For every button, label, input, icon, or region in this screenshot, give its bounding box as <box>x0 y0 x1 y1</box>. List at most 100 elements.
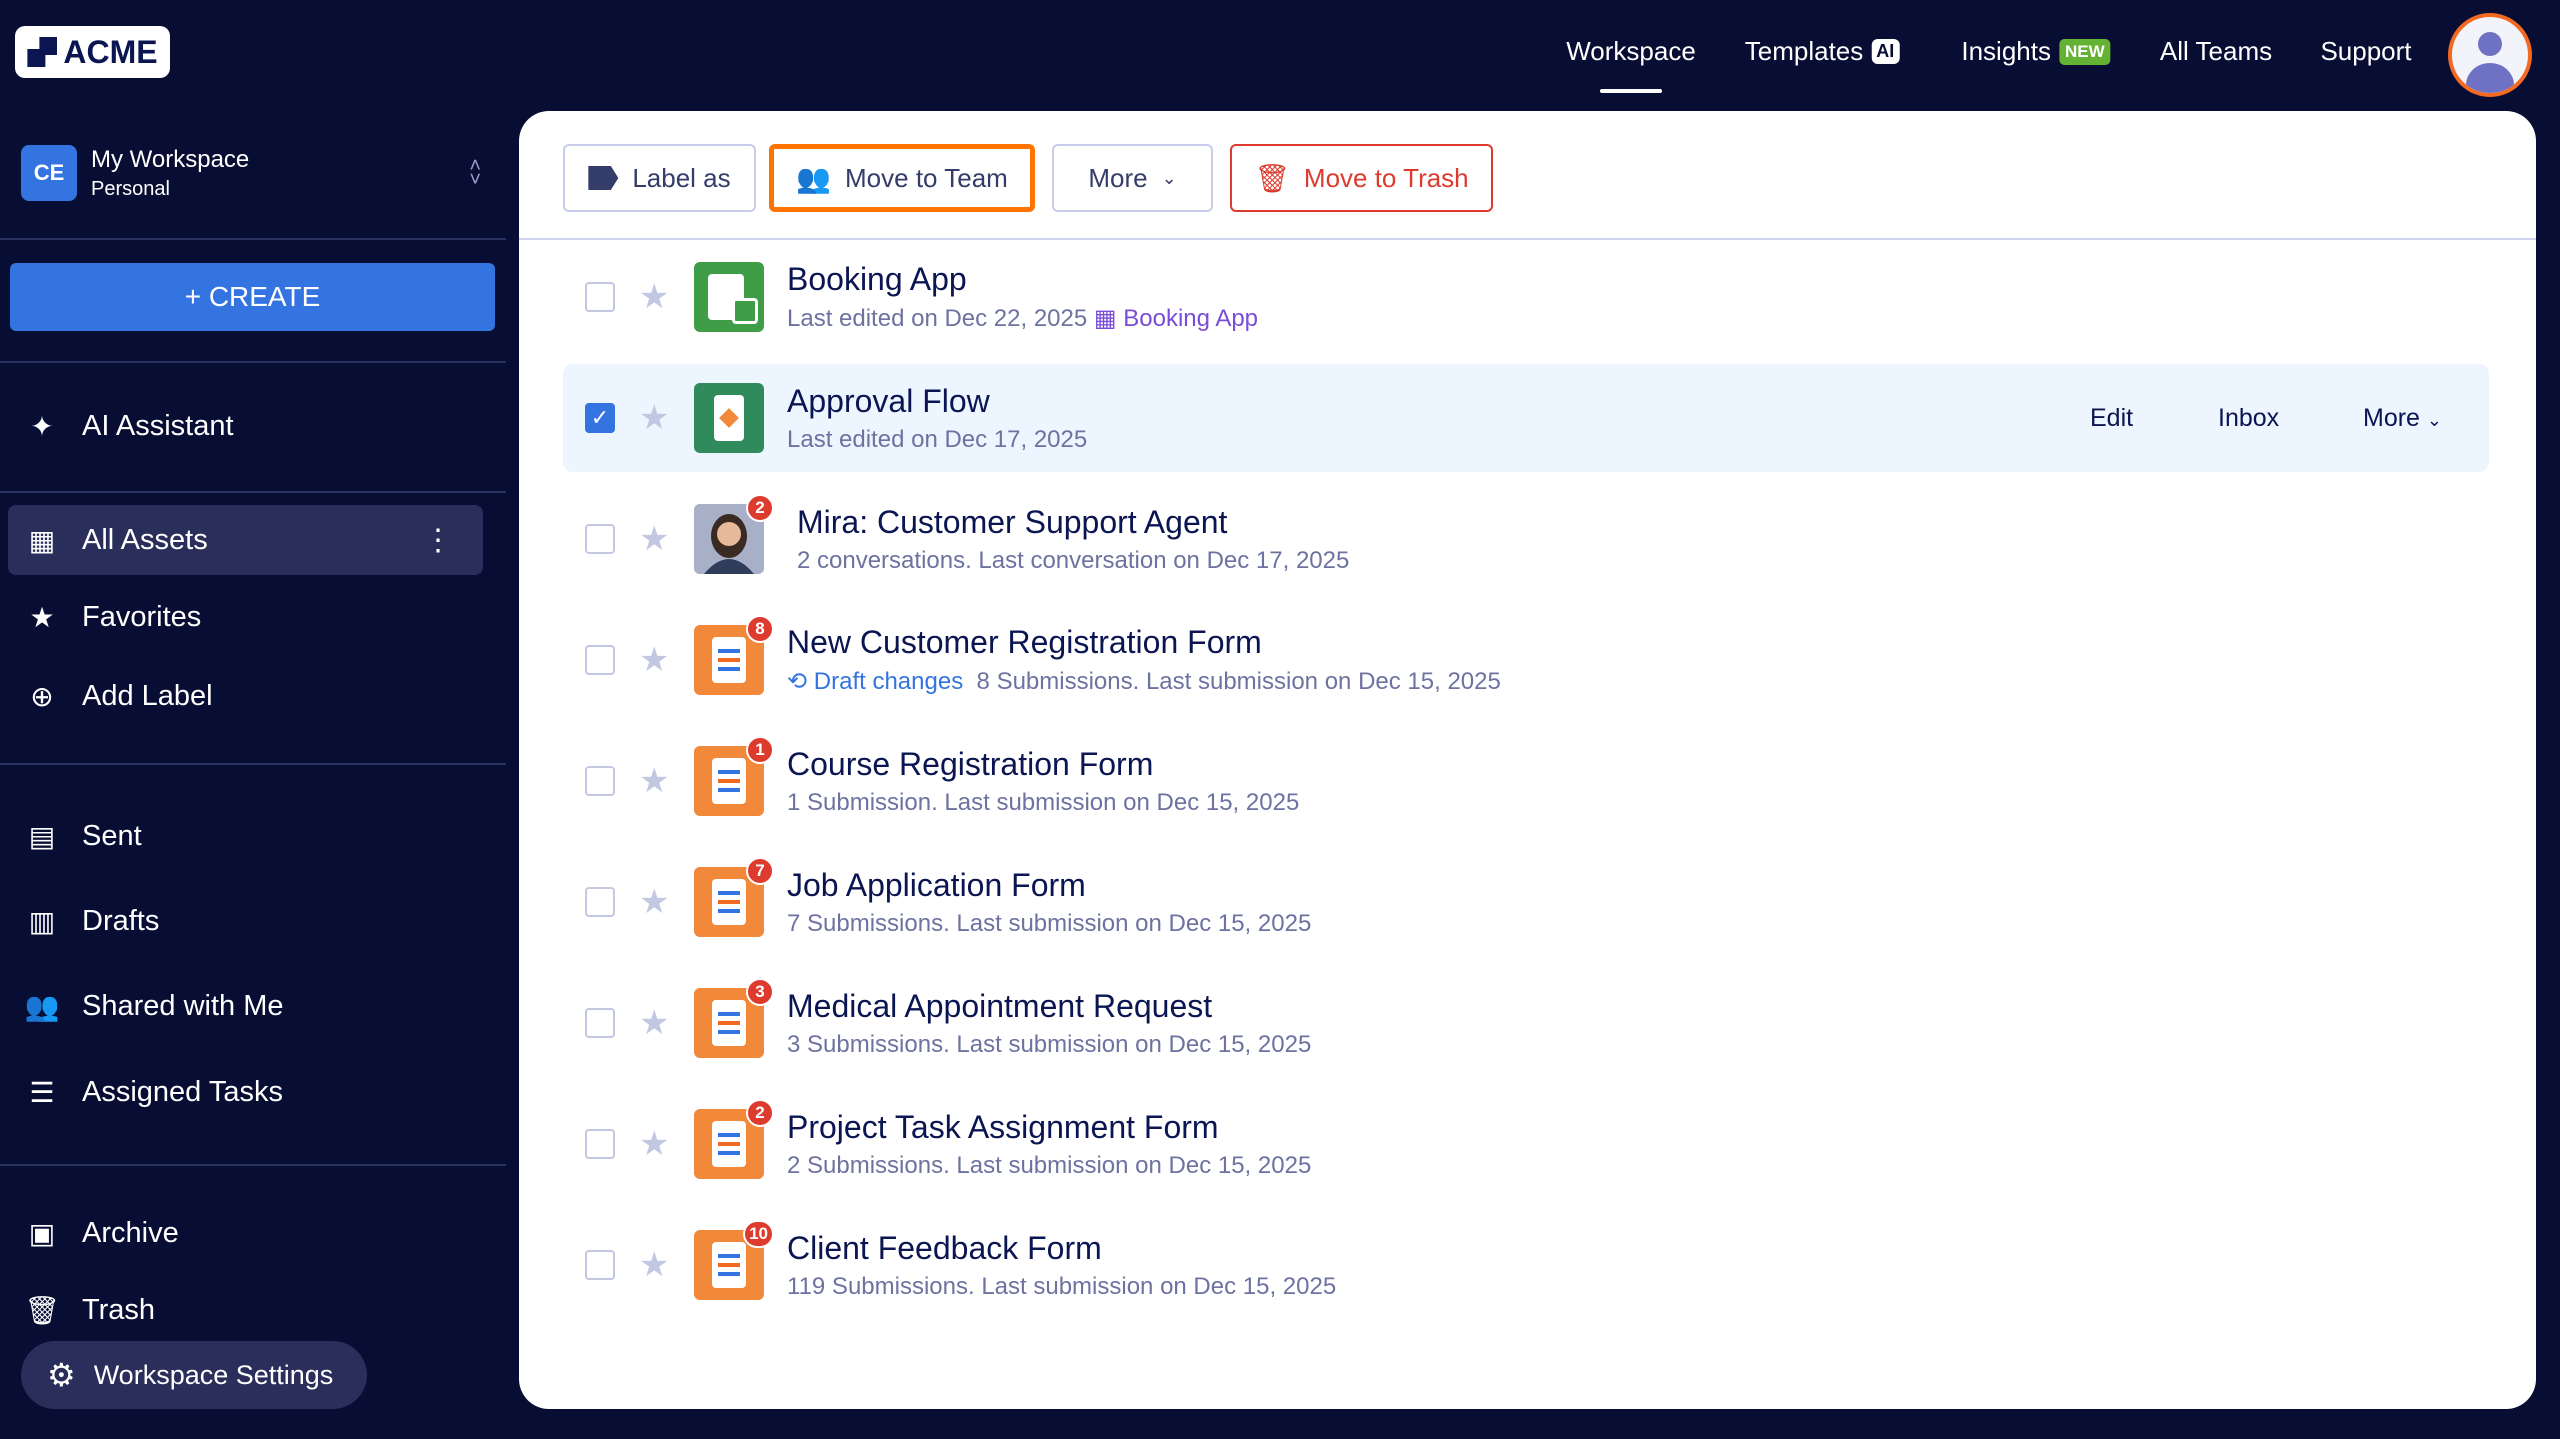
toolbar-divider <box>519 238 2536 240</box>
sidebar-item-ai-assistant[interactable]: ✦ AI Assistant <box>8 391 483 461</box>
plus-circle-icon: ⊕ <box>30 680 54 712</box>
list-icon: ☰ <box>29 1076 55 1108</box>
asset-title[interactable]: Medical Appointment Request <box>787 987 1213 1024</box>
workspace-name: My Workspace <box>91 145 250 173</box>
nav-templates[interactable]: Templates AI <box>1745 36 1900 67</box>
row-checkbox[interactable] <box>585 524 615 554</box>
acme-logo[interactable]: ACME <box>15 26 170 78</box>
edit-button[interactable]: Edit <box>2090 403 2134 432</box>
star-icon[interactable]: ★ <box>639 641 670 679</box>
sidebar-item-shared[interactable]: 👥 Shared with Me <box>24 989 284 1022</box>
star-icon[interactable]: ★ <box>639 520 670 558</box>
nav-all-teams[interactable]: All Teams <box>2159 36 2273 66</box>
archive-icon: ▣ <box>28 1217 56 1249</box>
asset-row[interactable]: ✓ ★ Approval Flow Last edited on Dec 17, … <box>563 364 2489 472</box>
asset-subtitle: 1 Submission. Last submission on Dec 15,… <box>787 788 1300 816</box>
label-icon <box>588 166 619 190</box>
row-checkbox[interactable] <box>585 282 615 312</box>
move-to-trash-button[interactable]: 🗑 Move to Trash <box>1230 144 1493 212</box>
message-icon: ▤ <box>28 820 56 852</box>
new-badge: NEW <box>2058 38 2111 65</box>
divider <box>0 491 506 493</box>
row-checkbox[interactable] <box>585 645 615 675</box>
asset-subtitle: 2 conversations. Last conversation on De… <box>797 546 1350 574</box>
flow-icon <box>694 383 764 453</box>
asset-title[interactable]: Booking App <box>787 261 967 297</box>
row-checkbox[interactable] <box>585 1008 615 1038</box>
sidebar-item-add-label[interactable]: ⊕ Add Label <box>8 661 483 731</box>
row-more-button[interactable]: More ⌄ <box>2363 403 2443 432</box>
draft-changes-link[interactable]: ⟲ Draft changes <box>787 668 964 695</box>
sidebar-item-drafts[interactable]: ▥ Drafts <box>8 886 483 956</box>
sidebar-item-archive[interactable]: ▣ Archive <box>8 1198 483 1268</box>
users-icon: 👥 <box>24 990 60 1022</box>
asset-subtitle: 119 Submissions. Last submission on Dec … <box>787 1272 1337 1300</box>
asset-row[interactable]: ★ 7 Job Application Form 7 Submissions. La… <box>563 848 2489 956</box>
star-icon[interactable]: ★ <box>639 1004 670 1042</box>
sidebar-item-favorites[interactable]: ★ Favorites <box>8 582 483 652</box>
star-icon: ★ <box>29 601 55 633</box>
chevron-down-icon: ⌄ <box>2426 409 2443 430</box>
star-icon[interactable]: ★ <box>639 1246 670 1284</box>
asset-title[interactable]: Approval Flow <box>787 382 990 419</box>
nav-workspace[interactable]: Workspace <box>1566 36 1696 66</box>
kebab-menu-icon[interactable]: ⋮ <box>423 523 453 557</box>
asset-title[interactable]: Course Registration Form <box>787 745 1154 782</box>
sidebar-item-all-assets[interactable]: ▦ All Assets ⋮ <box>8 505 483 575</box>
asset-row[interactable]: ★ 3 Medical Appointment Request 3 Submissi… <box>563 969 2489 1077</box>
star-icon[interactable]: ★ <box>639 399 670 437</box>
linked-app[interactable]: ▦ Booking App <box>1087 305 1259 332</box>
sidebar-item-assigned-tasks[interactable]: ☰ Assigned Tasks <box>8 1057 483 1127</box>
asset-row[interactable]: ★ 10 Client Feedback Form 119 Submissions.… <box>563 1211 2489 1319</box>
nav-insights[interactable]: Insights NEW <box>1961 36 2111 67</box>
asset-title[interactable]: Job Application Form <box>787 866 1086 903</box>
row-checkbox[interactable] <box>585 887 615 917</box>
divider <box>0 361 506 363</box>
sidebar-item-trash[interactable]: 🗑 Trash <box>24 1293 156 1326</box>
asset-subtitle: 7 Submissions. Last submission on Dec 15… <box>787 909 1312 937</box>
asset-subtitle: ⟲ Draft changes 8 Submissions. Last subm… <box>787 668 1501 695</box>
draft-icon: ▥ <box>28 905 56 937</box>
workspace-switcher[interactable]: CE My Workspace Personal ˄ ˅ <box>21 145 491 201</box>
user-avatar[interactable] <box>2448 13 2532 97</box>
ai-badge: AI <box>1871 39 1900 64</box>
asset-title[interactable]: New Customer Registration Form <box>787 624 1262 660</box>
sidebar-item-sent[interactable]: ▤ Sent <box>8 801 483 871</box>
workspace-type: Personal <box>91 177 170 200</box>
divider <box>0 238 506 240</box>
star-icon[interactable]: ★ <box>639 278 670 316</box>
asset-title[interactable]: Project Task Assignment Form <box>787 1108 1219 1145</box>
team-move-icon: 👥 <box>796 162 832 194</box>
nav-support[interactable]: Support <box>2320 36 2412 66</box>
star-icon[interactable]: ★ <box>639 1125 670 1163</box>
chevron-up-down-icon: ˄ ˅ <box>469 155 481 191</box>
asset-subtitle: 3 Submissions. Last submission on Dec 15… <box>787 1030 1312 1058</box>
agent-avatar: 2 <box>694 494 774 574</box>
logo-mark-icon <box>27 37 58 67</box>
chevron-down-icon: ⌄ <box>1161 167 1177 188</box>
move-to-team-button[interactable]: 👥 Move to Team <box>769 144 1035 212</box>
asset-row[interactable]: ★ 8 New Customer Registration Form ⟲ Draft… <box>563 606 2489 714</box>
star-icon[interactable]: ★ <box>639 883 670 921</box>
form-icon: 1 <box>694 736 774 816</box>
asset-title[interactable]: Mira: Customer Support Agent <box>797 503 1228 540</box>
create-button[interactable]: + CREATE <box>10 263 495 331</box>
asset-row[interactable]: ★ 2 Project Task Assignment Form 2 Submiss… <box>563 1090 2489 1198</box>
inbox-button[interactable]: Inbox <box>2218 403 2280 432</box>
row-checkbox[interactable] <box>585 766 615 796</box>
asset-title[interactable]: Client Feedback Form <box>787 1229 1102 1266</box>
workspace-avatar: CE <box>21 145 77 201</box>
row-checkbox[interactable] <box>585 1250 615 1280</box>
row-checkbox[interactable]: ✓ <box>585 403 615 433</box>
more-button[interactable]: More ⌄ <box>1052 144 1213 212</box>
workspace-settings-button[interactable]: ⚙ Workspace Settings <box>21 1341 367 1409</box>
star-icon[interactable]: ★ <box>639 762 670 800</box>
asset-row[interactable]: ★ 1 Course Registration Form 1 Submission.… <box>563 727 2489 835</box>
app-icon <box>694 262 764 332</box>
label-as-button[interactable]: Label as <box>563 144 756 212</box>
row-checkbox[interactable] <box>585 1129 615 1159</box>
main-panel <box>519 111 2536 1409</box>
asset-row[interactable]: ★ 2 Mira: Customer Support Agent 2 convers… <box>563 485 2489 593</box>
user-icon <box>2466 32 2514 93</box>
asset-row[interactable]: ★ Booking App Last edited on Dec 22, 2025… <box>563 243 2489 351</box>
